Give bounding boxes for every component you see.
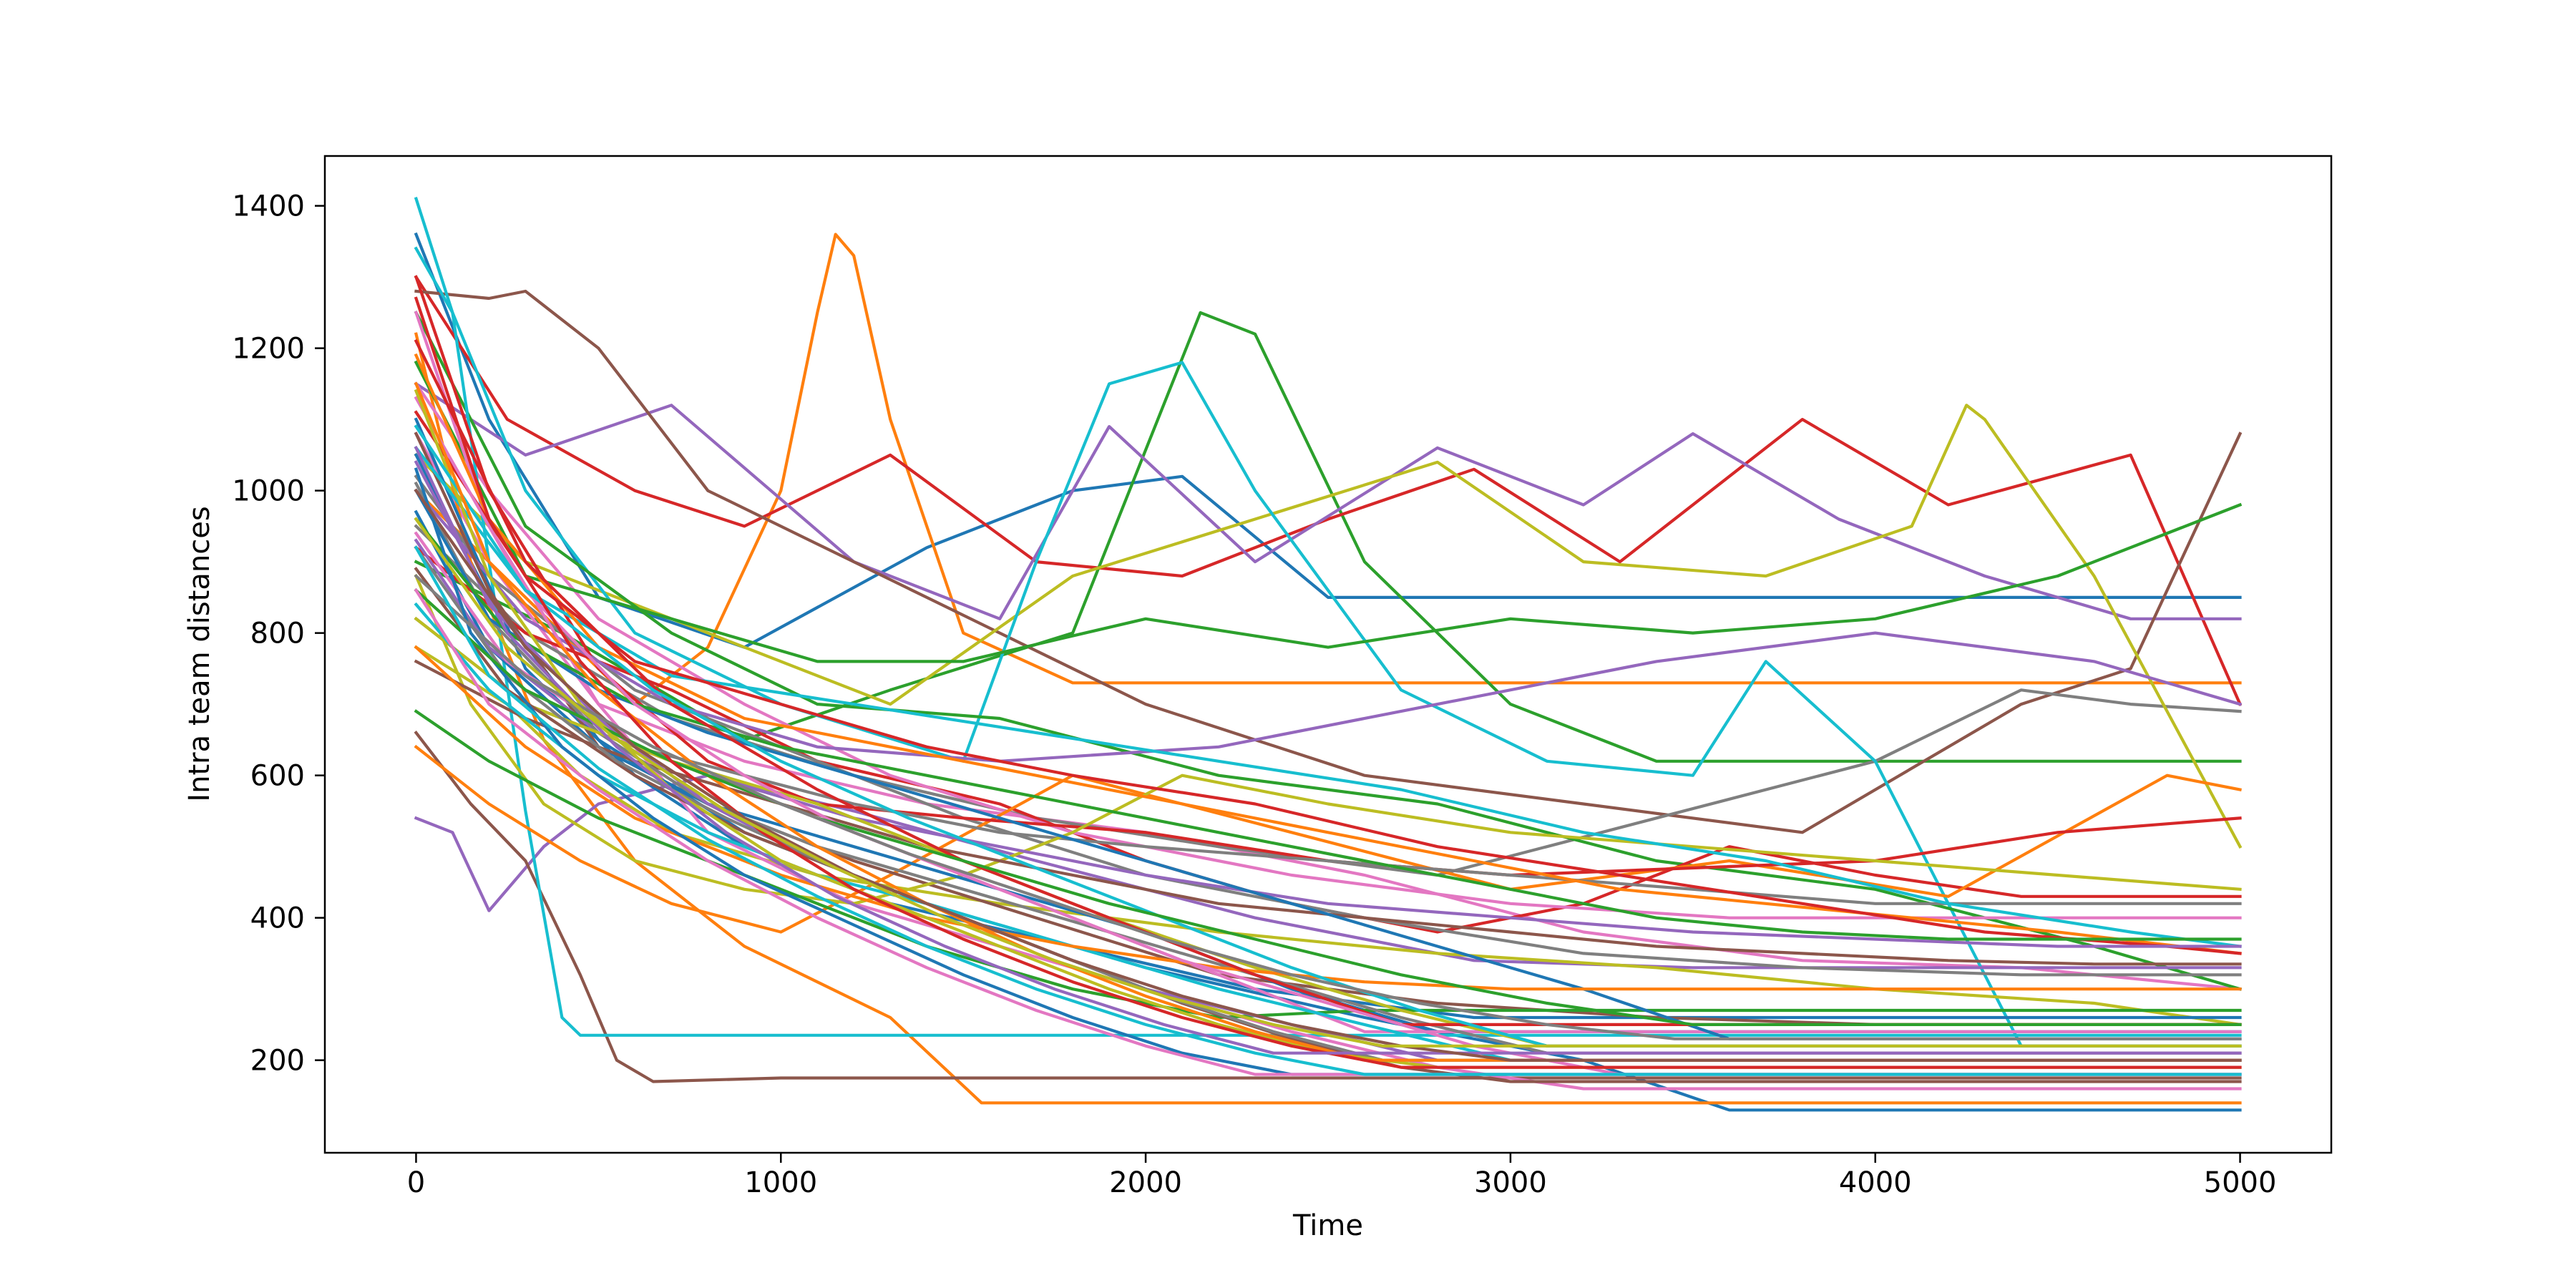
- series-line-9: [414, 404, 2243, 849]
- series-line-30: [414, 445, 2242, 948]
- series-line-13: [414, 311, 2243, 991]
- series-line-57: [414, 588, 2242, 1076]
- series-layer: [414, 197, 2243, 1112]
- series-line-59: [414, 517, 2242, 1048]
- y-tick-label: 1000: [232, 475, 305, 508]
- series-line-58: [414, 574, 2242, 1040]
- y-tick-label: 1200: [232, 333, 305, 366]
- series-line-33: [414, 709, 2242, 1020]
- y-tick-label: 1400: [232, 190, 305, 223]
- series-line-1: [414, 232, 2242, 649]
- series-line-56: [414, 488, 2242, 1062]
- series-line-16: [414, 731, 2242, 1083]
- series-line-15: [414, 774, 2242, 970]
- series-line-25: [414, 488, 2243, 763]
- y-tick-label: 200: [250, 1045, 305, 1078]
- y-axis: 200 400 600 800 1000 1200 1400: [232, 190, 325, 1078]
- series-line-6: [414, 289, 2243, 834]
- series-line-42: [414, 645, 2242, 991]
- x-axis-label: Time: [1292, 1209, 1363, 1242]
- series-line-47: [414, 396, 2242, 1076]
- series-line-10: [414, 197, 2242, 1048]
- series-line-50: [414, 424, 2242, 1048]
- x-tick-label: 2000: [1109, 1166, 1182, 1199]
- x-tick-label: 3000: [1474, 1166, 1547, 1199]
- y-tick-label: 800: [250, 618, 305, 650]
- series-line-34: [414, 410, 2242, 955]
- x-tick-label: 4000: [1839, 1166, 1912, 1199]
- series-line-29: [414, 574, 2242, 905]
- y-axis-label: Intra team distances: [183, 506, 216, 801]
- plot-frame: [323, 155, 2333, 1154]
- x-tick-label: 0: [407, 1166, 425, 1199]
- series-line-51: [414, 467, 2242, 1076]
- series-line-54: [414, 296, 2242, 1069]
- y-tick-label: 400: [250, 902, 305, 935]
- series-line-5: [414, 381, 2242, 620]
- series-line-4: [414, 275, 2243, 706]
- series-line-55: [414, 460, 2242, 1055]
- x-tick-label: 1000: [744, 1166, 817, 1199]
- x-axis: 0 1000 2000 3000 4000 5000: [407, 1153, 2277, 1199]
- y-tick-label: 600: [250, 760, 305, 793]
- x-tick-label: 5000: [2204, 1166, 2277, 1199]
- series-line-60: [414, 545, 2242, 1076]
- series-line-41: [414, 488, 2242, 1040]
- series-line-23: [414, 360, 2243, 663]
